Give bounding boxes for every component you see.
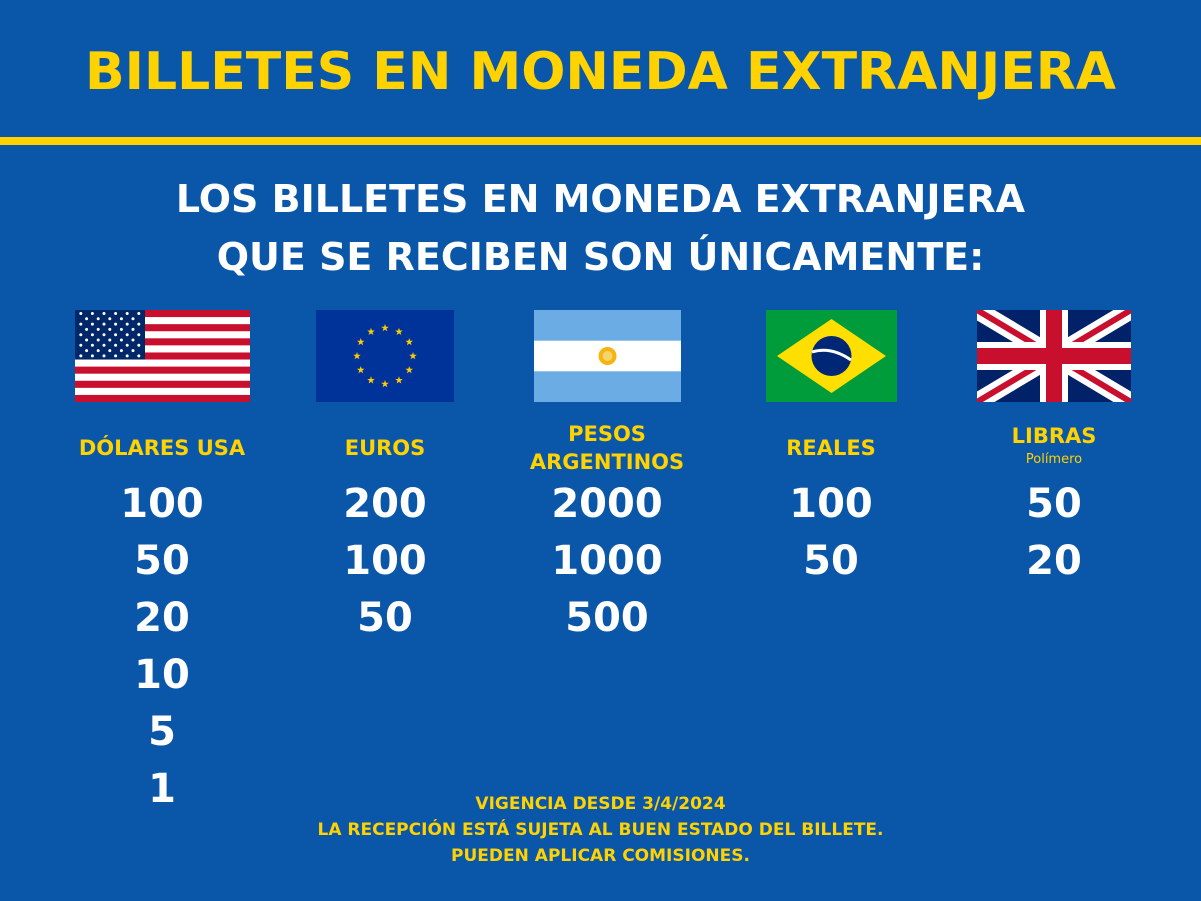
currency-name-ars-line-2: ARGENTINOS — [529, 450, 685, 474]
note-value: 200 — [343, 481, 427, 527]
note-value: 20 — [134, 595, 190, 641]
values-eur: 200 100 50 — [270, 476, 500, 647]
currency-name-eur: EUROS — [344, 436, 426, 460]
note-value: 5 — [148, 709, 176, 755]
note-value: 50 — [803, 538, 859, 584]
currency-name-usd: DÓLARES USA — [78, 436, 246, 460]
values-ars: 2000 1000 500 — [492, 476, 722, 647]
uk-flag-icon — [977, 310, 1131, 402]
subtitle: LOS BILLETES EN MONEDA EXTRANJERA QUE SE… — [0, 170, 1201, 286]
title-divider — [0, 137, 1201, 145]
note-value: 10 — [134, 652, 190, 698]
note-value: 50 — [1026, 481, 1082, 527]
note-value: 20 — [1026, 538, 1082, 584]
argentina-flag-icon — [534, 310, 681, 402]
values-brl: 100 50 — [716, 476, 946, 590]
note-value: 100 — [789, 481, 873, 527]
currency-note-gbp: Polímero — [1025, 452, 1083, 467]
values-usd: 100 50 20 10 5 1 — [47, 476, 277, 818]
currency-name-ars: PESOS ARGENTINOS — [492, 420, 722, 476]
note-value: 100 — [120, 481, 204, 527]
footer-notice: VIGENCIA DESDE 3/4/2024 LA RECEPCIÓN EST… — [0, 791, 1201, 869]
note-value: 50 — [357, 595, 413, 641]
subtitle-line-2: QUE SE RECIBEN SON ÚNICAMENTE: — [216, 235, 985, 279]
usa-flag-icon — [75, 310, 250, 402]
values-gbp: 50 20 — [939, 476, 1169, 590]
note-value: 1 — [148, 766, 176, 812]
note-value: 500 — [565, 595, 649, 641]
currency-name-gbp: LIBRAS — [1011, 424, 1097, 448]
note-value: 50 — [134, 538, 190, 584]
note-value: 100 — [343, 538, 427, 584]
eu-flag-icon — [316, 310, 454, 402]
subtitle-line-1: LOS BILLETES EN MONEDA EXTRANJERA — [175, 177, 1026, 221]
footer-condition: LA RECEPCIÓN ESTÁ SUJETA AL BUEN ESTADO … — [317, 820, 884, 840]
brazil-flag-icon — [766, 310, 897, 402]
note-value: 2000 — [551, 481, 663, 527]
page-title: BILLETES EN MONEDA EXTRANJERA — [84, 42, 1116, 102]
note-value: 1000 — [551, 538, 663, 584]
footer-validity: VIGENCIA DESDE 3/4/2024 — [475, 794, 726, 814]
footer-fees: PUEDEN APLICAR COMISIONES. — [451, 846, 750, 866]
currency-name-brl: REALES — [786, 436, 876, 460]
currency-name-ars-line-1: PESOS — [568, 422, 646, 446]
